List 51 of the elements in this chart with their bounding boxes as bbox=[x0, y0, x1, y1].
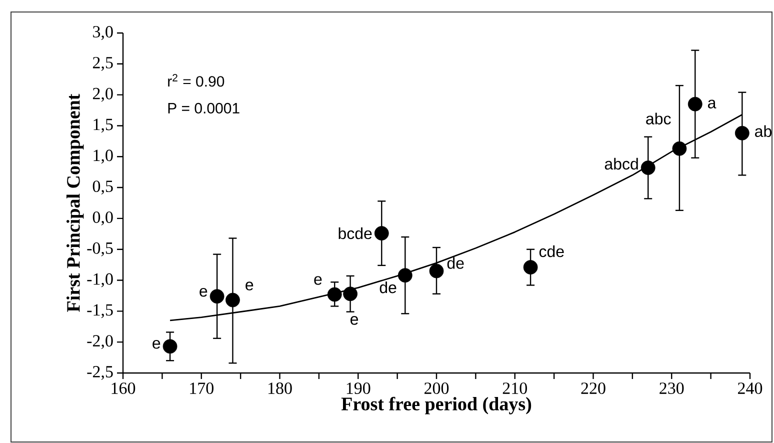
point bbox=[523, 260, 538, 274]
y-tick-label: 1,0 bbox=[94, 150, 113, 164]
x-tick-label: 200 bbox=[424, 382, 449, 394]
point bbox=[210, 289, 224, 304]
x-axis-title: Frost free period (days) bbox=[341, 396, 532, 414]
x-tick-label: 240 bbox=[738, 382, 762, 394]
annotation: bcde bbox=[338, 227, 372, 240]
annotation: cde bbox=[539, 245, 564, 258]
x-tick-label: 160 bbox=[112, 382, 136, 394]
annotation: a bbox=[708, 100, 716, 108]
point bbox=[688, 96, 702, 112]
point bbox=[226, 292, 240, 308]
point bbox=[398, 268, 412, 283]
y-axis-title: First Principal Component bbox=[66, 94, 84, 312]
annotation: de bbox=[380, 281, 396, 294]
point bbox=[640, 160, 656, 175]
y-tick-label: -1,0 bbox=[87, 273, 113, 288]
point bbox=[734, 126, 750, 140]
y-tick-label: 3,0 bbox=[93, 26, 113, 40]
y-tick-label: -2,0 bbox=[87, 335, 113, 350]
annotation: e bbox=[350, 316, 358, 325]
y-tick-label: 0,5 bbox=[92, 180, 113, 194]
point bbox=[374, 226, 389, 240]
y-tick-label: -0,5 bbox=[87, 242, 113, 256]
x-tick-label: 170 bbox=[190, 382, 214, 394]
y-tick-label: 0,0 bbox=[92, 211, 113, 226]
annotation: e bbox=[314, 276, 322, 285]
x-tick-label: 190 bbox=[346, 382, 370, 394]
y-tick-label: -2,5 bbox=[87, 366, 113, 380]
y-tick-label: -1,5 bbox=[87, 304, 113, 318]
annotation: e bbox=[152, 340, 160, 349]
annotation: ab bbox=[755, 125, 772, 138]
point bbox=[429, 264, 444, 278]
point bbox=[327, 287, 342, 302]
y-tick-label: 2,0 bbox=[92, 88, 113, 102]
annotation: e bbox=[200, 288, 208, 297]
x-tick-label: 180 bbox=[268, 382, 292, 394]
point bbox=[162, 339, 178, 354]
point bbox=[343, 286, 358, 302]
annotation: P = 0.0001 bbox=[168, 102, 240, 114]
annotation: r$^{2}$ = 0.90 bbox=[168, 74, 224, 87]
annotation: e bbox=[246, 282, 254, 290]
annotation: de bbox=[447, 257, 464, 269]
y-tick-label: 1,5 bbox=[94, 118, 113, 133]
annotation: abcd bbox=[604, 158, 638, 170]
y-tick-label: 2,5 bbox=[92, 56, 113, 71]
x-tick-label: 230 bbox=[660, 382, 684, 394]
x-tick-label: 210 bbox=[502, 382, 527, 394]
x-tick-label: 220 bbox=[581, 382, 606, 394]
point bbox=[672, 141, 687, 156]
annotation: abc bbox=[646, 112, 671, 124]
